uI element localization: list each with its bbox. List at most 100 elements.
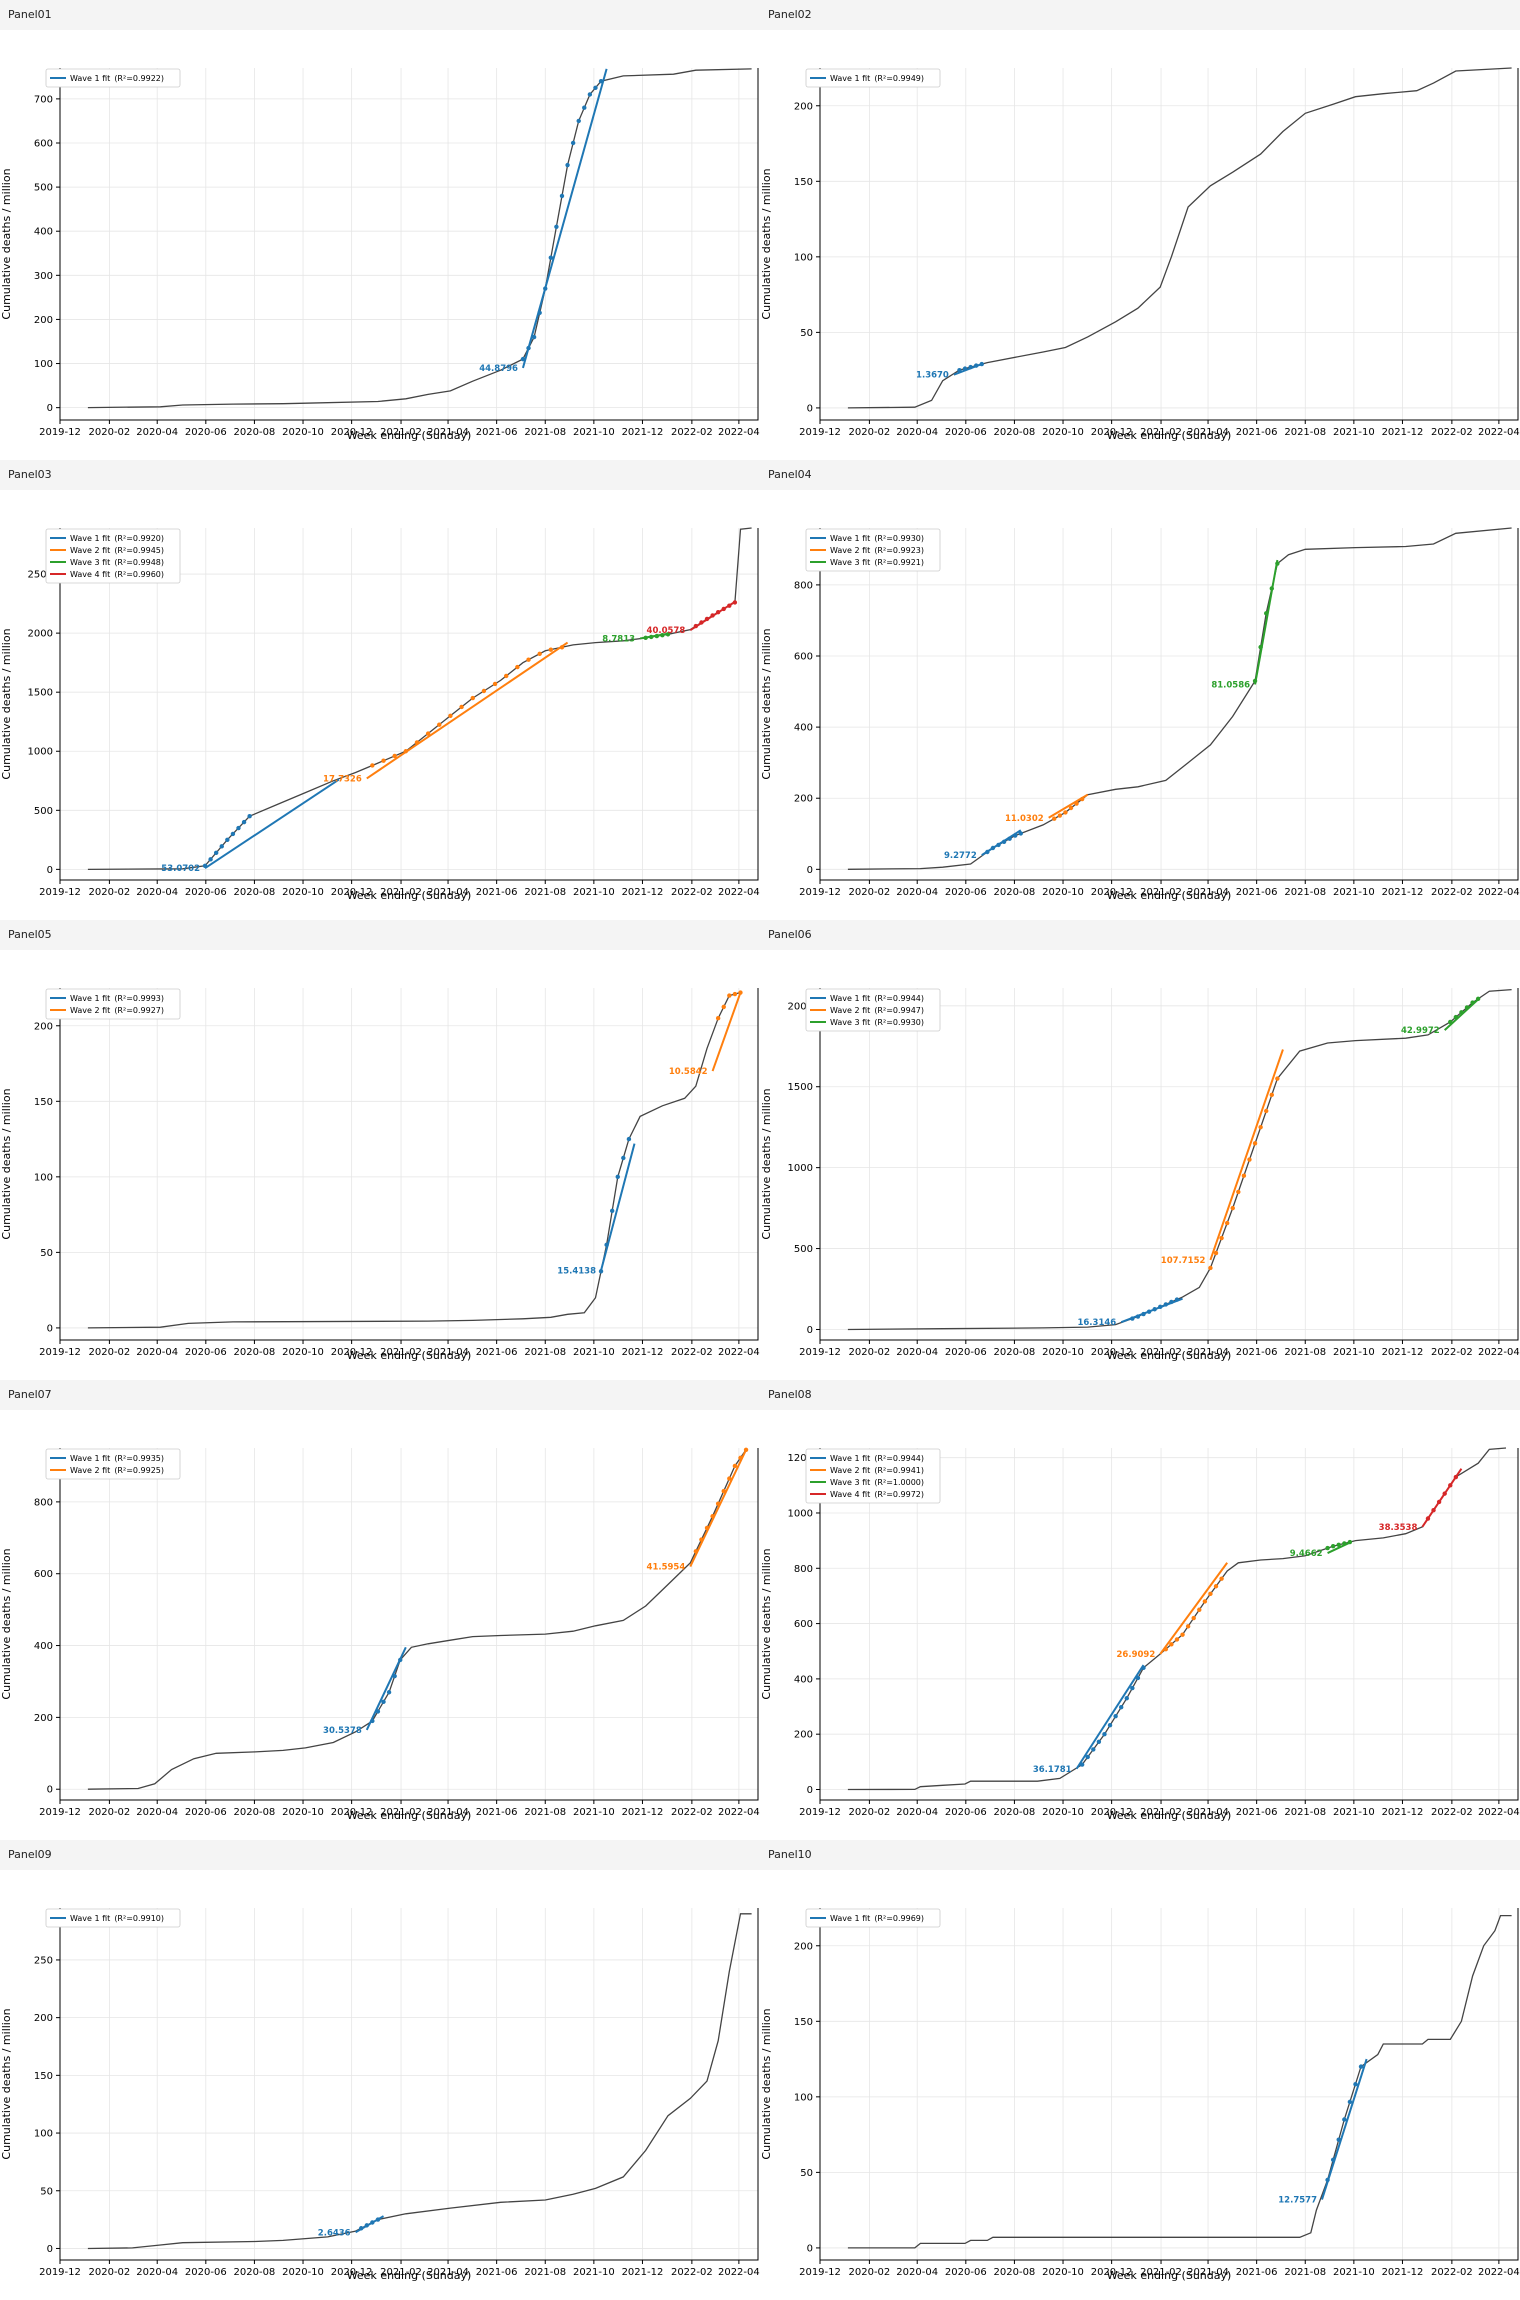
x-tick-label: 2020-12 [1091, 1807, 1133, 1818]
x-tick-label: 2020-06 [185, 887, 227, 898]
wave-data-point [1436, 1499, 1442, 1505]
wave-data-point [1057, 813, 1063, 818]
legend-entry: Wave 1 fit (R²=0.9944) [830, 994, 924, 1003]
x-tick-label: 2019-12 [39, 1807, 81, 1818]
x-tick-label: 2019-12 [39, 887, 81, 898]
x-axis-label: Week ending (Sunday) [1107, 1349, 1232, 1362]
x-tick-label: 2021-04 [427, 1807, 469, 1818]
panel-header: Panel04 [760, 460, 1520, 490]
wave-data-point [1264, 1108, 1269, 1114]
wave-data-point [609, 1208, 615, 1214]
wave-data-point [437, 722, 442, 727]
wave-data-point [492, 681, 498, 687]
x-tick-label: 2021-06 [476, 2267, 518, 2278]
y-tick-label: 2000 [788, 1001, 813, 1012]
x-tick-label: 2021-12 [622, 2267, 664, 2278]
x-tick-label: 2022-04 [1478, 427, 1520, 438]
wave-data-point [1325, 1545, 1330, 1551]
wave-data-point [732, 600, 738, 605]
x-tick-label: 2020-06 [945, 2267, 987, 2278]
plot-area [87, 68, 752, 409]
wave-data-point [1459, 1010, 1464, 1015]
chart-svg: 2019-12 2020-02 2020-04 2020-06 2020-08 2020-… [760, 988, 1520, 1362]
legend-box [805, 1448, 941, 1504]
y-tick-label: 100 [34, 359, 53, 370]
wave-data-point [403, 749, 409, 754]
panel-header: Panel09 [0, 1840, 760, 1870]
plot-area [847, 67, 1512, 409]
wave-data-point [1453, 1474, 1459, 1480]
x-tick-label: 2021-02 [380, 887, 422, 898]
wave-data-point [1068, 805, 1074, 811]
x-tick-label: 2021-02 [1140, 1807, 1182, 1818]
y-tick-label: 500 [34, 806, 53, 817]
x-tick-label: 2022-04 [1478, 1807, 1520, 1818]
cumulative-deaths-line [87, 1913, 752, 2250]
wave-data-point [727, 993, 732, 998]
y-tick-label: 0 [47, 865, 53, 876]
wave-data-point [1358, 2064, 1364, 2069]
y-tick-label: 100 [794, 252, 813, 263]
y-tick-label: 200 [34, 315, 53, 326]
wave-data-point [1213, 1584, 1219, 1589]
legend-entry: Wave 2 fit (R²=0.9925) [70, 1466, 164, 1475]
wave-data-point [1197, 1607, 1202, 1612]
x-axis-label: Week ending (Sunday) [1107, 889, 1232, 902]
x-tick-label: 2021-04 [1187, 2267, 1229, 2278]
x-tick-label: 2020-08 [234, 887, 276, 898]
wave-data-point [1202, 1599, 1208, 1604]
x-tick-label: 2021-06 [1236, 887, 1278, 898]
panel-title: Panel05 [8, 928, 52, 941]
wave-fit-line [711, 992, 742, 1072]
wave-data-point [1102, 1731, 1107, 1737]
axes-frame [59, 988, 759, 1341]
x-tick-label: 2021-08 [1284, 887, 1326, 898]
wave-data-point [202, 863, 208, 869]
y-tick-label: 50 [40, 1248, 53, 1259]
panel-header: Panel08 [760, 1380, 1520, 1410]
panel-title: Panel10 [768, 1848, 812, 1861]
wave-data-point [643, 635, 648, 641]
slope-label: 40.0578 [647, 626, 686, 636]
wave-data-point [1208, 1265, 1213, 1271]
wave-data-point [1174, 1297, 1180, 1302]
wave-data-point [968, 364, 973, 370]
wave-fit-line [1321, 2058, 1368, 2200]
axes-frame [819, 988, 1519, 1341]
x-tick-label: 2021-06 [476, 1807, 518, 1818]
wave-data-point [1264, 611, 1269, 616]
wave-data-point [1163, 1302, 1169, 1307]
wave-data-point [392, 1673, 397, 1679]
x-tick-label: 2020-08 [234, 2267, 276, 2278]
y-axis-label: Cumulative deaths / million [760, 2008, 773, 2159]
x-tick-label: 2020-06 [945, 1347, 987, 1358]
plot-area [847, 988, 1512, 1331]
y-axis-label: Cumulative deaths / million [760, 1548, 773, 1699]
y-tick-label: 200 [34, 2013, 53, 2024]
wave-data-point [1063, 810, 1068, 815]
wave-fit-line [1209, 1049, 1284, 1261]
y-tick-label: 800 [34, 1497, 53, 1508]
wave-data-point [548, 255, 554, 260]
slope-label: 9.4662 [1290, 1549, 1323, 1559]
x-tick-label: 2021-10 [573, 2267, 615, 2278]
wave-data-point [370, 2220, 375, 2225]
legend-entry: Wave 2 fit (R²=0.9947) [830, 1006, 924, 1015]
wave-data-point [515, 664, 520, 670]
wave-data-point [1185, 1624, 1191, 1629]
x-tick-label: 2021-06 [1236, 427, 1278, 438]
y-tick-label: 2500 [28, 570, 53, 581]
slope-label: 44.8796 [479, 364, 518, 374]
slope-label: 41.5954 [647, 1563, 686, 1573]
panel-title: Panel04 [768, 468, 812, 481]
panel-header: Panel01 [0, 0, 760, 30]
x-tick-label: 2021-12 [622, 1807, 664, 1818]
legend-entry: Wave 2 fit (R²=0.9927) [70, 1006, 164, 1015]
y-tick-label: 800 [794, 1564, 813, 1575]
x-tick-label: 2021-06 [1236, 1347, 1278, 1358]
wave-data-point [213, 850, 219, 856]
cumulative-deaths-line [847, 527, 1512, 870]
x-tick-label: 2020-08 [234, 427, 276, 438]
x-axis-label: Week ending (Sunday) [347, 889, 472, 902]
x-tick-label: 2022-02 [1431, 1347, 1473, 1358]
